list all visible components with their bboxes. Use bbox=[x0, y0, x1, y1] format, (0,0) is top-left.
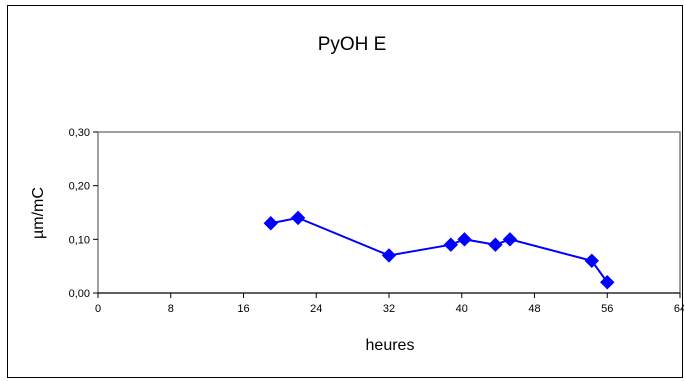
data-point bbox=[443, 237, 459, 252]
x-tick-label: 64 bbox=[674, 303, 684, 315]
x-tick-label: 0 bbox=[95, 303, 101, 315]
data-point bbox=[600, 275, 615, 290]
x-tick-label: 32 bbox=[383, 303, 395, 315]
chart-title: PyOH E bbox=[318, 34, 387, 55]
data-point bbox=[502, 232, 518, 247]
x-axis-title: heures bbox=[366, 337, 415, 354]
x-tick-label: 48 bbox=[528, 303, 540, 315]
data-point bbox=[290, 210, 306, 226]
chart-svg: PyOH E 0,00 0,10 0,20 0,30 0 8 16 24 32 40 48 56 64… bbox=[30, 34, 684, 354]
x-tick-label: 8 bbox=[168, 303, 174, 315]
y-tick-label: 0,10 bbox=[69, 234, 90, 246]
plot-area bbox=[97, 131, 681, 294]
x-tick-label: 40 bbox=[456, 303, 468, 315]
y-axis: 0,00 0,10 0,20 0,30 bbox=[69, 127, 98, 300]
x-axis: 0 8 16 24 32 40 48 56 64 bbox=[95, 292, 684, 315]
data-point bbox=[488, 237, 503, 252]
x-tick-label: 24 bbox=[310, 303, 322, 315]
y-tick-label: 0,00 bbox=[69, 288, 90, 300]
series-group bbox=[263, 210, 615, 290]
y-axis-title: µm/mC bbox=[30, 187, 47, 239]
y-tick-label: 0,20 bbox=[69, 181, 90, 193]
data-point bbox=[457, 232, 472, 247]
series-line bbox=[270, 216, 609, 283]
x-tick-label: 16 bbox=[237, 303, 249, 315]
y-tick-label: 0,30 bbox=[69, 127, 90, 139]
data-point bbox=[584, 253, 599, 269]
data-point bbox=[381, 248, 397, 263]
data-point bbox=[263, 216, 278, 231]
x-tick-label: 56 bbox=[601, 303, 613, 315]
chart-frame: PyOH E 0,00 0,10 0,20 0,30 0 8 16 24 32 40 48 56 64… bbox=[7, 5, 684, 378]
